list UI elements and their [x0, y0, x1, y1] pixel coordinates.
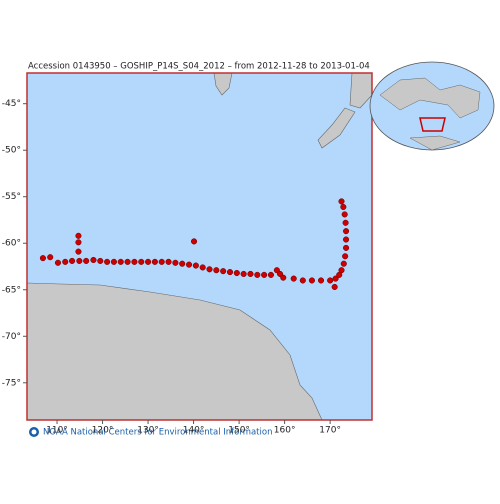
station — [342, 219, 349, 226]
station — [165, 258, 172, 265]
inset-globe — [369, 61, 495, 151]
station — [151, 258, 158, 265]
station — [343, 244, 350, 251]
station — [332, 275, 339, 282]
station — [185, 261, 193, 268]
x-tick-label: 170° — [319, 426, 341, 436]
station — [267, 271, 275, 278]
station — [104, 258, 111, 265]
station — [338, 198, 345, 205]
x-tick-label: 140° — [183, 426, 205, 436]
station — [340, 203, 347, 211]
station — [338, 267, 345, 274]
station — [199, 264, 206, 271]
station — [76, 257, 83, 264]
station — [138, 258, 145, 265]
station — [206, 266, 213, 273]
station — [240, 270, 247, 277]
map-title: Accession 0143950 – GOSHIP_P14S_S04_2012… — [28, 62, 370, 72]
station — [343, 236, 350, 243]
station — [172, 259, 179, 266]
station — [97, 257, 104, 264]
map-frame — [26, 72, 373, 421]
station — [83, 257, 90, 264]
station — [47, 254, 54, 261]
station — [280, 274, 287, 281]
station — [213, 267, 220, 274]
station — [192, 262, 199, 269]
station — [110, 258, 117, 265]
station — [179, 260, 186, 267]
station — [340, 260, 347, 267]
station — [124, 258, 131, 265]
station — [317, 277, 325, 284]
station — [39, 255, 46, 262]
station — [261, 271, 268, 278]
station — [158, 258, 165, 265]
station — [145, 258, 152, 265]
station — [226, 269, 234, 276]
station — [308, 277, 315, 284]
station — [75, 248, 82, 255]
station — [131, 258, 138, 265]
station — [254, 271, 261, 278]
x-tick-label: 160° — [274, 426, 296, 436]
footer: NOAA National Centers for Environmental … — [43, 428, 272, 438]
station — [54, 259, 61, 266]
station — [75, 239, 82, 246]
station — [75, 232, 82, 239]
station — [69, 257, 76, 264]
station — [290, 275, 297, 282]
station — [341, 211, 348, 218]
station — [343, 228, 350, 235]
x-tick-label: 150° — [228, 426, 250, 436]
y-tick-label: -45° — [2, 99, 21, 109]
station — [90, 256, 97, 264]
station — [299, 277, 306, 284]
station — [331, 283, 338, 291]
y-tick-label: -75° — [2, 378, 21, 388]
x-tick-label: 120° — [92, 426, 114, 436]
noaa-logo — [29, 427, 39, 437]
station — [190, 238, 198, 245]
y-tick-label: -60° — [2, 239, 21, 249]
y-tick-label: -65° — [2, 285, 21, 295]
station — [233, 269, 240, 277]
station — [327, 277, 334, 284]
station — [247, 270, 254, 277]
station — [342, 253, 349, 260]
y-tick-label: -50° — [2, 146, 21, 156]
station — [220, 268, 227, 275]
y-tick-label: -55° — [2, 192, 21, 202]
station — [117, 258, 124, 265]
station — [62, 258, 69, 265]
x-tick-label: 130° — [137, 426, 159, 436]
x-tick-label: 110° — [46, 426, 68, 436]
y-tick-label: -70° — [2, 332, 21, 342]
